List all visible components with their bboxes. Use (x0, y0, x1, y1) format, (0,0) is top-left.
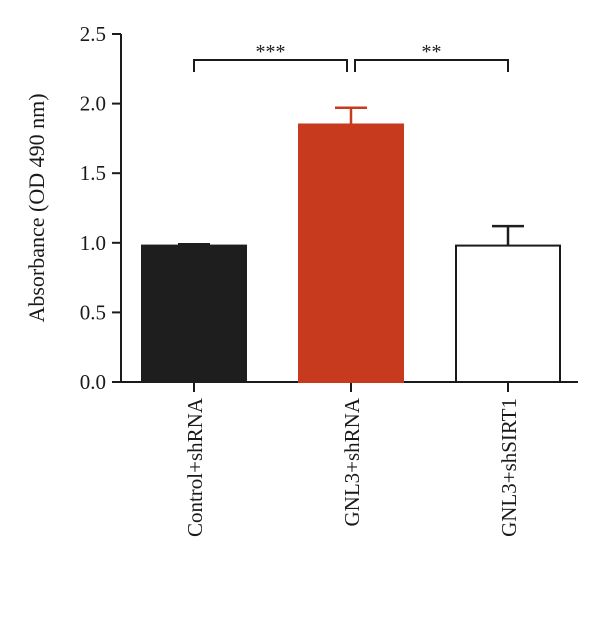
y-tick-label: 1.0 (80, 231, 106, 255)
y-tick-label: 2.5 (80, 22, 106, 46)
significance-label: *** (256, 41, 286, 63)
bar (298, 123, 404, 383)
y-tick-label: 0.0 (80, 370, 106, 394)
x-tick-label: GNL3+shSIRT1 (497, 398, 521, 537)
bar (141, 244, 247, 383)
significance-annotations: *** ** (193, 41, 509, 72)
y-axis-label: Absorbance (OD 490 nm) (24, 93, 49, 322)
x-axis: Control+shRNA GNL3+shRNA GNL3+shSIRT1 (121, 381, 578, 537)
bars (141, 106, 561, 383)
y-tick-label: 0.5 (80, 300, 106, 324)
significance-label: ** (422, 41, 442, 63)
y-tick-label: 2.0 (80, 92, 106, 116)
x-tick-label: Control+shRNA (183, 397, 207, 537)
x-tick-label: GNL3+shRNA (340, 397, 364, 526)
significance-bracket (354, 59, 509, 72)
y-tick-label: 1.5 (80, 161, 106, 185)
bar (455, 244, 561, 383)
y-axis: 0.0 0.5 1.0 1.5 2.0 2.5 (80, 22, 122, 394)
significance-bracket (193, 59, 348, 72)
